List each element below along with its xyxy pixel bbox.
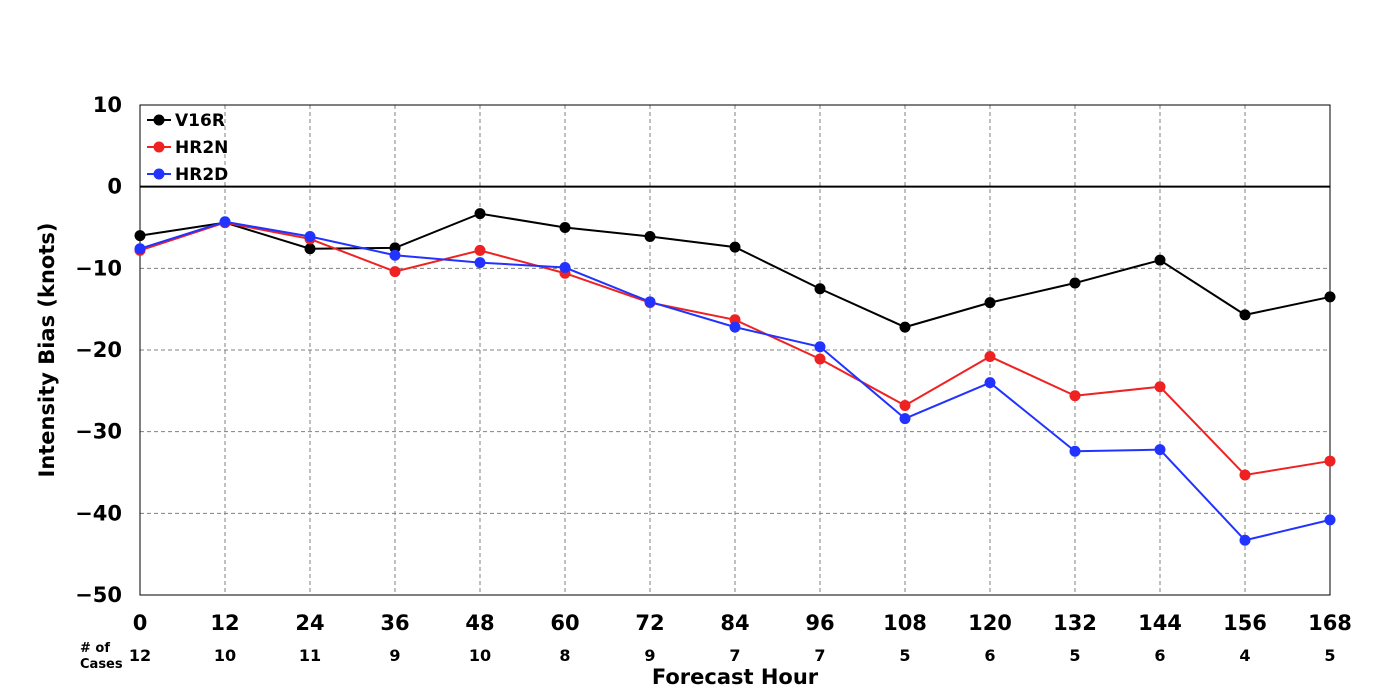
data-point-hr2d: [474, 257, 486, 269]
data-point-v16r: [1239, 309, 1251, 321]
x-tick-label: 144: [1138, 611, 1182, 635]
x-tick-label: 156: [1223, 611, 1267, 635]
data-point-hr2n: [474, 244, 486, 256]
legend-item-v16r: V16R: [147, 111, 225, 131]
case-count: 10: [214, 646, 236, 665]
data-point-hr2d: [219, 216, 231, 228]
cases-label-line-2: Cases: [80, 657, 123, 672]
case-count: 9: [644, 646, 655, 665]
data-point-hr2d: [1069, 445, 1081, 457]
plot-frame: [139, 104, 1331, 596]
data-point-hr2n: [899, 400, 911, 412]
legend: V16R HR2N HR2D: [147, 111, 228, 185]
x-tick-label: 24: [295, 611, 324, 635]
data-point-hr2d: [1154, 444, 1166, 456]
case-count: 5: [1324, 646, 1335, 665]
legend-item-hr2d: HR2D: [147, 165, 228, 185]
data-point-hr2d: [1324, 514, 1336, 526]
case-count: 4: [1239, 646, 1250, 665]
x-tick-label: 108: [883, 611, 927, 635]
y-tick-label: −10: [75, 256, 122, 280]
legend-label-v16r: V16R: [175, 111, 225, 131]
case-count: 9: [389, 646, 400, 665]
x-tick-label: 12: [210, 611, 239, 635]
data-point-hr2d: [1239, 534, 1251, 546]
x-tick-label: 60: [550, 611, 579, 635]
series-hr2n: [134, 217, 1336, 481]
x-tick-label: 48: [465, 611, 494, 635]
case-count: 10: [469, 646, 491, 665]
data-point-hr2n: [814, 353, 826, 365]
x-tick-label: 36: [380, 611, 409, 635]
data-point-hr2n: [1154, 381, 1166, 393]
y-tick-label: −20: [75, 338, 122, 362]
case-count: 11: [299, 646, 321, 665]
cases-row: 12 10 11 9 10 8 9 7 7 5 6 5 6 4 5: [129, 646, 1336, 665]
case-count: 12: [129, 646, 151, 665]
grid-lines: [140, 105, 1330, 595]
data-point-hr2d: [899, 413, 911, 425]
x-tick-label: 0: [133, 611, 148, 635]
x-axis-title: Forecast Hour: [652, 665, 819, 689]
legend-marker-hr2d: [153, 168, 165, 180]
x-tick-label: 132: [1053, 611, 1097, 635]
data-point-v16r: [559, 222, 571, 233]
x-tick-label: 96: [805, 611, 834, 635]
y-tick-label: 0: [107, 175, 122, 199]
legend-label-hr2d: HR2D: [175, 165, 228, 185]
data-point-v16r: [304, 243, 316, 255]
data-point-v16r: [899, 321, 911, 333]
case-count: 6: [984, 646, 995, 665]
data-point-hr2d: [559, 262, 571, 274]
x-axis-ticks: 0 12 24 36 48 60 72 84 96 108 120 132 144 156 168: [133, 611, 1352, 635]
y-tick-label: 10: [93, 93, 122, 117]
case-count: 7: [729, 646, 740, 665]
data-point-v16r: [729, 241, 741, 253]
data-point-hr2n: [1324, 455, 1336, 467]
data-point-hr2n: [389, 266, 401, 278]
data-point-hr2n: [1069, 390, 1081, 402]
data-point-hr2d: [304, 230, 316, 242]
case-count: 5: [899, 646, 910, 665]
data-point-hr2n: [1239, 469, 1251, 481]
case-count: 6: [1154, 646, 1165, 665]
series-layer: [134, 208, 1336, 546]
y-tick-label: −40: [75, 501, 122, 525]
data-point-v16r: [474, 208, 486, 220]
case-count: 7: [814, 646, 825, 665]
data-point-v16r: [814, 283, 826, 295]
data-point-v16r: [644, 230, 656, 242]
data-point-hr2d: [729, 321, 741, 333]
data-point-hr2d: [814, 341, 826, 353]
y-tick-label: −50: [75, 583, 122, 607]
data-point-hr2d: [644, 296, 656, 308]
legend-marker-hr2n: [153, 141, 165, 153]
y-axis-ticks: 10 0 −10 −20 −30 −40 −50: [75, 93, 122, 607]
data-point-v16r: [1324, 291, 1336, 303]
series-hr2d: [134, 216, 1336, 546]
x-tick-label: 84: [720, 611, 749, 635]
data-point-hr2n: [984, 351, 996, 363]
x-tick-label: 120: [968, 611, 1012, 635]
data-point-hr2d: [134, 243, 146, 255]
legend-label-hr2n: HR2N: [175, 138, 228, 158]
data-point-v16r: [1069, 277, 1081, 289]
data-point-v16r: [984, 297, 996, 309]
cases-label-line-1: # of: [80, 641, 110, 656]
case-count: 5: [1069, 646, 1080, 665]
data-point-hr2d: [389, 249, 401, 261]
legend-item-hr2n: HR2N: [147, 138, 228, 158]
data-point-v16r: [134, 230, 146, 242]
case-count: 8: [559, 646, 570, 665]
y-tick-label: −30: [75, 420, 122, 444]
x-tick-label: 72: [635, 611, 664, 635]
y-axis-title: Intensity Bias (knots): [35, 223, 59, 478]
x-tick-label: 168: [1308, 611, 1352, 635]
legend-marker-v16r: [153, 114, 165, 126]
data-point-hr2d: [984, 377, 996, 389]
data-point-v16r: [1154, 254, 1166, 266]
